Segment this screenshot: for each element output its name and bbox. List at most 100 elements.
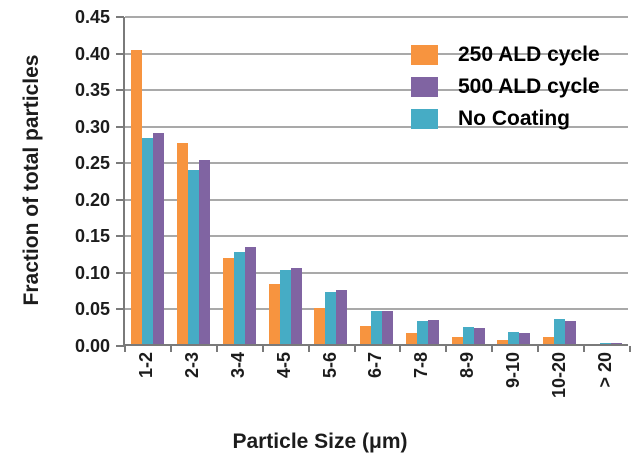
y-tick-mark [116, 198, 124, 201]
x-tick-mark [261, 346, 264, 352]
bar-no-coating [279, 269, 291, 344]
legend-label: 250 ALD cycle [458, 43, 600, 66]
bar-no-coating [188, 169, 200, 344]
bar-group [445, 17, 491, 344]
x-tick-cell: 8-9 [444, 352, 490, 424]
x-tick-label: 4-5 [273, 352, 294, 379]
x-tick-label: 10-20 [549, 352, 570, 399]
bar-250-ald-cycle [222, 257, 234, 344]
y-tick-mark [116, 308, 124, 311]
y-tick-label: 0.30 [74, 116, 110, 137]
bar-250-ald-cycle [360, 325, 372, 344]
bar-250-ald-cycle [314, 308, 326, 344]
bar-500-ald-cycle [610, 343, 622, 344]
y-axis-title: Fraction of total particles [20, 54, 43, 306]
gridline [125, 16, 628, 18]
x-tick-label: 8-9 [457, 352, 478, 379]
x-tick-label: 6-7 [365, 352, 386, 379]
x-tick-mark [537, 346, 540, 352]
bar-no-coating [508, 331, 520, 344]
bar-500-ald-cycle [290, 268, 302, 344]
bar-500-ald-cycle [336, 289, 348, 344]
bar-500-ald-cycle [519, 333, 531, 344]
y-tick-mark [116, 345, 124, 347]
y-tick-label: 0.40 [74, 43, 110, 64]
bar-no-coating [599, 343, 611, 344]
bar-250-ald-cycle [177, 142, 189, 344]
legend-label: No Coating [458, 107, 570, 130]
x-tick-mark [399, 346, 402, 352]
bar-group [491, 17, 537, 344]
bar-group [399, 17, 445, 344]
bar-500-ald-cycle [473, 328, 485, 344]
x-tick-mark [445, 346, 448, 352]
bar-groups [125, 17, 628, 344]
bar-group [308, 17, 354, 344]
bar-500-ald-cycle [564, 321, 576, 344]
x-tick-label: 9-10 [503, 352, 524, 389]
x-tick-mark [215, 346, 218, 352]
x-tick-mark [353, 346, 356, 352]
legend-label: 500 ALD cycle [458, 75, 600, 98]
bar-no-coating [233, 251, 245, 344]
bar-250-ald-cycle [268, 284, 280, 344]
y-tick-label: 0.10 [74, 262, 110, 283]
legend-swatch [411, 45, 438, 65]
x-tick-mark [583, 346, 586, 352]
bar-250-ald-cycle [542, 336, 554, 344]
x-tick-label: 7-8 [411, 352, 432, 379]
y-tick-mark [116, 235, 124, 238]
bar-group [354, 17, 400, 344]
bar-no-coating [553, 318, 565, 344]
gridline [125, 162, 628, 165]
bar-group [216, 17, 262, 344]
bar-no-coating [142, 137, 154, 344]
x-tick-mark [169, 346, 172, 352]
bar-250-ald-cycle [405, 333, 417, 344]
x-tick-label: 3-4 [227, 352, 248, 379]
x-tick-cell: 5-6 [307, 352, 353, 424]
gridline [125, 235, 628, 238]
bar-500-ald-cycle [199, 160, 211, 344]
y-tick-label: 0.25 [74, 153, 110, 174]
x-tick-cell: 9-10 [490, 352, 536, 424]
x-tick-mark [491, 346, 494, 352]
legend-swatch [411, 109, 438, 129]
x-tick-cell: 3-4 [215, 352, 261, 424]
y-tick-label: 0.00 [74, 336, 110, 356]
x-tick-cell: 1-2 [123, 352, 169, 424]
y-tick-mark [116, 16, 124, 18]
bar-group [125, 17, 171, 344]
y-tick-mark [116, 52, 124, 55]
legend-item: 500 ALD cycle [411, 71, 600, 103]
x-tick-cell: > 20 [582, 352, 628, 424]
bar-group [171, 17, 217, 344]
x-tick-cell: 7-8 [398, 352, 444, 424]
y-axis-tick-labels: 0.00 0.05 0.10 0.15 0.20 0.25 0.30 0.35 0.40 0.45 [58, 0, 110, 380]
x-tick-cell: 10-20 [536, 352, 582, 424]
y-tick-mark [116, 125, 124, 128]
x-axis-title: Particle Size (μm) [232, 430, 408, 453]
legend-swatch [411, 77, 438, 97]
x-tick-cell: 6-7 [353, 352, 399, 424]
bar-500-ald-cycle [153, 132, 165, 344]
x-tick-mark [124, 346, 126, 352]
bar-250-ald-cycle [451, 336, 463, 344]
gridline [125, 198, 628, 201]
gridline [125, 271, 628, 274]
bar-500-ald-cycle [244, 246, 256, 344]
plot-area [116, 16, 631, 352]
x-tick-label: > 20 [595, 352, 616, 388]
x-tick-cell: 2-3 [169, 352, 215, 424]
bar-no-coating [325, 292, 337, 344]
bar-250-ald-cycle [497, 339, 509, 344]
legend: 250 ALD cycle 500 ALD cycle No Coating [411, 39, 600, 135]
x-tick-cell: 4-5 [261, 352, 307, 424]
bar-no-coating [371, 310, 383, 344]
y-tick-mark [116, 271, 124, 274]
x-tick-mark [307, 346, 310, 352]
y-tick-label: 0.05 [74, 299, 110, 320]
x-tick-mark [629, 346, 631, 352]
bar-group [537, 17, 583, 344]
y-tick-label: 0.15 [74, 226, 110, 247]
